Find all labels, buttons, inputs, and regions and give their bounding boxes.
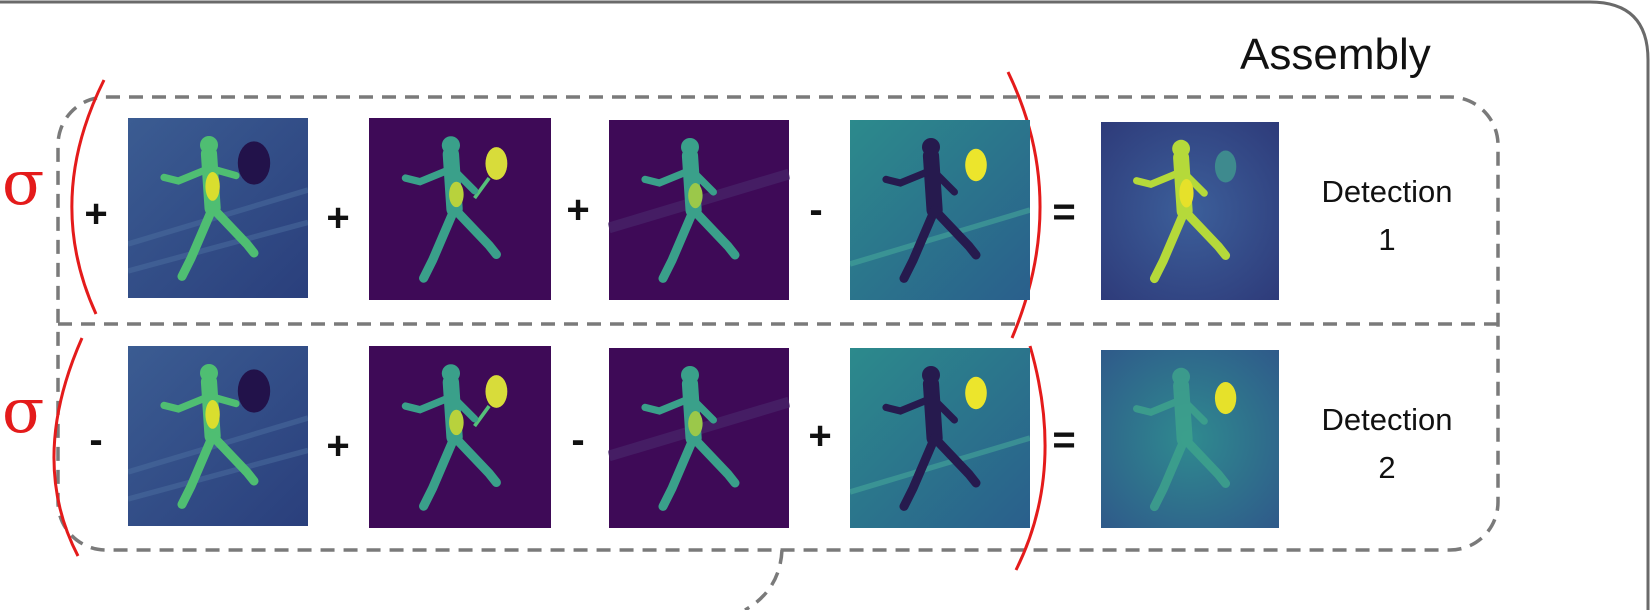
row1-operator-1: + bbox=[84, 192, 108, 236]
row2-detection-label-line1: Detection bbox=[1321, 402, 1453, 437]
heatmap-purple-body-image bbox=[608, 348, 790, 528]
row1-operator-2: + bbox=[326, 196, 350, 240]
row1-detection-label: Detection 1 bbox=[1292, 168, 1482, 264]
row1-heatmap-4 bbox=[850, 120, 1030, 300]
heatmap-blue-bright-body-result-image bbox=[1101, 122, 1279, 300]
heatmap-purple-body-racket-image bbox=[369, 346, 551, 528]
row1-detection-label-line1: Detection bbox=[1321, 174, 1453, 209]
heatmap-blue-body-dark-racket-image bbox=[128, 346, 308, 526]
row2-heatmap-4 bbox=[850, 348, 1030, 528]
row1-equals: = bbox=[1052, 190, 1076, 234]
row2-heatmap-2 bbox=[368, 346, 552, 528]
row2-detection-label-line2: 2 bbox=[1378, 450, 1396, 485]
row2-operator-4: + bbox=[808, 414, 832, 458]
red-paren-row2-left bbox=[52, 337, 84, 557]
heatmap-teal-dark-body-bright-racket-image bbox=[850, 120, 1030, 300]
row2-operator-2: + bbox=[326, 424, 350, 468]
row2-heatmap-3 bbox=[608, 348, 790, 528]
red-paren-row1-right bbox=[1006, 71, 1042, 339]
dashed-connector bbox=[744, 549, 784, 610]
row1-detection-label-line2: 1 bbox=[1378, 222, 1396, 257]
row2-detection-label: Detection 2 bbox=[1292, 396, 1482, 492]
red-paren-row1-left bbox=[70, 79, 106, 315]
row2-heatmap-result bbox=[1100, 350, 1280, 528]
row1-heatmap-result bbox=[1100, 122, 1280, 300]
heatmap-purple-body-image bbox=[608, 120, 790, 300]
row1-heatmap-3 bbox=[608, 120, 790, 300]
heatmap-purple-body-racket-image bbox=[369, 118, 551, 300]
row1-operator-3: + bbox=[566, 188, 590, 232]
row1-heatmap-1 bbox=[128, 118, 308, 298]
assembly-title: Assembly bbox=[1240, 30, 1431, 79]
sigma-row1: σ bbox=[2, 146, 45, 219]
row1-heatmap-2 bbox=[368, 118, 552, 300]
row2-operator-1: - bbox=[89, 418, 103, 462]
heatmap-blue-body-dark-racket-image bbox=[128, 118, 308, 298]
row1-operator-4: - bbox=[809, 188, 823, 232]
heatmap-teal-dark-body-bright-racket-image bbox=[850, 348, 1030, 528]
row2-equals: = bbox=[1052, 418, 1076, 462]
row2-heatmap-1 bbox=[128, 346, 308, 526]
heatmap-teal-faint-body-bright-racket-result-image bbox=[1101, 350, 1279, 528]
row2-operator-3: - bbox=[571, 418, 585, 462]
sigma-row2: σ bbox=[2, 374, 45, 447]
red-paren-row2-right bbox=[1014, 345, 1047, 571]
